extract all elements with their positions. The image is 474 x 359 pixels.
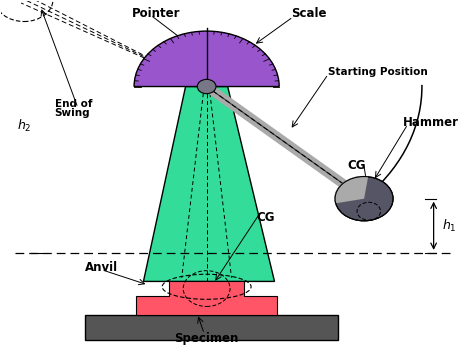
Wedge shape: [134, 31, 279, 87]
Text: CG: CG: [256, 210, 274, 224]
Text: $h_1$: $h_1$: [442, 218, 457, 234]
Text: CG: CG: [347, 159, 365, 172]
Polygon shape: [85, 316, 337, 340]
Circle shape: [335, 177, 393, 221]
Text: Starting Position: Starting Position: [328, 67, 428, 77]
Text: $h_2$: $h_2$: [17, 118, 31, 134]
Text: Anvil: Anvil: [85, 261, 118, 274]
Text: End of: End of: [55, 99, 92, 109]
Polygon shape: [144, 87, 274, 281]
Circle shape: [197, 79, 216, 94]
Text: Scale: Scale: [291, 7, 327, 20]
Polygon shape: [137, 281, 277, 316]
Wedge shape: [334, 176, 368, 204]
Text: Pointer: Pointer: [132, 7, 180, 20]
Text: Hammer: Hammer: [403, 116, 459, 129]
Text: Specimen: Specimen: [174, 332, 239, 345]
Text: Swing: Swing: [55, 108, 90, 118]
